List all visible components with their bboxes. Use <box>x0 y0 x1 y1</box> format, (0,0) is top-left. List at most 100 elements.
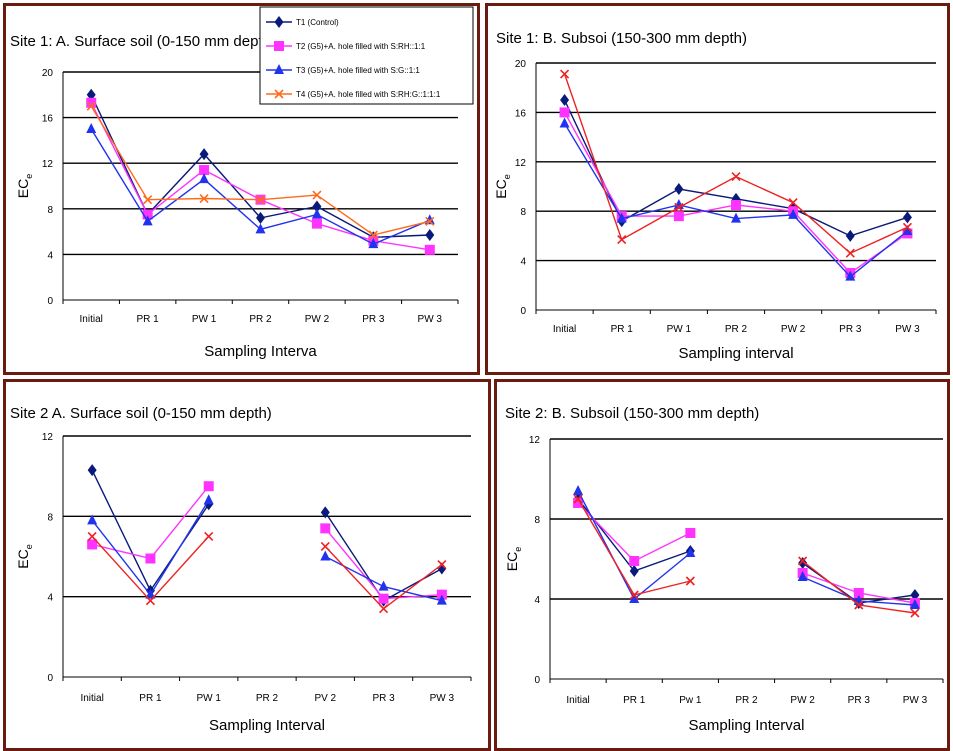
data-point <box>368 238 379 249</box>
y-axis-label: ECe <box>493 174 512 198</box>
legend-item-2: T2 (G5)+A. hole filled with S:RH::1:1 <box>266 41 426 51</box>
legend-marker <box>274 41 284 51</box>
x-tick-label: PW 2 <box>305 314 330 325</box>
data-point <box>142 215 153 226</box>
x-tick-label: PW 3 <box>430 693 455 704</box>
y-axis-label: ECe <box>504 547 523 571</box>
chart-title: Site 2: B. Subsoil (150-300 mm depth) <box>505 405 759 422</box>
y-tick-label: 8 <box>520 207 526 218</box>
x-tick-label: PR 3 <box>848 695 871 706</box>
y-tick-label: 12 <box>42 159 54 170</box>
data-point <box>320 541 330 552</box>
chart-panel-site2-subsoil: Site 2: B. Subsoil (150-300 mm depth) 0 4 8… <box>494 379 950 751</box>
data-point <box>199 148 209 161</box>
x-tick-label: Initial <box>80 314 103 325</box>
x-tick-label: PR 1 <box>623 695 646 706</box>
x-axis-label: Sampling Interva <box>204 343 317 360</box>
y-tick-label: 4 <box>520 257 526 268</box>
series-line <box>563 112 908 274</box>
chart-title: Site 2 A. Surface soil (0-150 mm depth) <box>10 405 272 422</box>
data-point <box>425 216 435 226</box>
data-point <box>674 182 684 195</box>
x-tick-label: PR 3 <box>372 693 395 704</box>
data-point <box>731 212 741 223</box>
data-point <box>312 200 322 213</box>
data-point <box>731 200 741 211</box>
series-3 <box>86 123 435 249</box>
legend-marker <box>274 89 284 99</box>
data-point <box>853 588 864 598</box>
y-axis-label: ECe <box>15 174 34 198</box>
series-line <box>577 498 691 596</box>
chart-site1-subsoil: Site 1: B. Subsoi (150-300 mm depth) 0 4 8 1… <box>493 30 937 362</box>
y-tick-label: 8 <box>47 205 53 216</box>
data-point <box>425 229 435 242</box>
chart-site2-subsoil: Site 2: B. Subsoil (150-300 mm depth) 0 4 8… <box>504 405 944 734</box>
data-point <box>379 604 389 614</box>
chart-site2-surface: Site 2 A. Surface soil (0-150 mm depth) 0… <box>10 405 472 734</box>
series-2 <box>559 107 913 278</box>
x-tick-label: PW 1 <box>196 693 221 704</box>
data-point <box>854 600 864 610</box>
data-point <box>731 172 741 182</box>
x-axis-label: Sampling Interval <box>689 717 805 734</box>
x-axis-label: Sampling Interval <box>209 717 325 734</box>
x-axis-label: Sampling interval <box>678 345 793 362</box>
x-tick-label: PR 2 <box>735 695 758 706</box>
data-point <box>437 559 447 570</box>
y-tick-label: 0 <box>520 306 526 317</box>
legend-item-4: T4 (G5)+A. hole filled with S:RH:G::1:1:… <box>266 89 441 99</box>
data-point <box>311 218 322 229</box>
data-point <box>617 235 627 245</box>
legend-marker <box>274 16 284 28</box>
data-point <box>629 556 640 566</box>
x-tick-label: PR 3 <box>839 324 862 335</box>
series-4 <box>86 101 435 240</box>
data-point <box>629 593 640 603</box>
legend-box <box>259 6 474 105</box>
legend-label: T4 (G5)+A. hole filled with S:RH:G::1:1:… <box>296 90 441 99</box>
data-point <box>616 212 627 223</box>
y-tick-label: 16 <box>515 108 527 119</box>
data-point <box>204 531 214 541</box>
data-point <box>199 193 209 204</box>
data-point <box>320 523 331 534</box>
series-line <box>577 490 691 601</box>
series-line <box>91 485 210 560</box>
data-point <box>145 596 155 606</box>
data-point <box>86 123 97 133</box>
data-point <box>436 594 447 605</box>
data-point <box>312 190 322 200</box>
x-tick-label: PV 2 <box>314 693 336 704</box>
series-1 <box>87 464 447 607</box>
chart-legend: T1 (Control) T2 (G5)+A. hole filled with … <box>259 6 474 105</box>
x-tick-label: PR 1 <box>139 693 162 704</box>
data-point <box>685 576 695 586</box>
data-point <box>902 222 912 232</box>
data-point <box>145 553 156 564</box>
x-tick-label: PW 3 <box>418 314 443 325</box>
data-point <box>845 229 855 242</box>
y-tick-label: 4 <box>47 593 53 604</box>
data-point <box>320 506 330 519</box>
x-tick-label: PW 3 <box>903 695 928 706</box>
data-point <box>378 580 389 591</box>
data-point <box>629 565 639 577</box>
data-point <box>559 117 570 128</box>
x-tick-label: Initial <box>80 693 103 704</box>
series-1 <box>86 88 435 244</box>
x-tick-label: PW 2 <box>790 695 815 706</box>
data-point <box>845 270 856 281</box>
x-tick-label: PW 2 <box>781 324 806 335</box>
y-tick-label: 16 <box>42 114 54 125</box>
data-point <box>909 599 920 609</box>
chart-panel-site1-subsoil: Site 1: B. Subsoi (150-300 mm depth) 0 4 8 1… <box>485 3 950 375</box>
data-point <box>86 97 97 108</box>
chart-title: Site 1: B. Subsoi (150-300 mm depth) <box>496 30 747 47</box>
y-tick-label: 12 <box>529 435 541 446</box>
series-3 <box>573 485 920 609</box>
data-point <box>797 571 808 581</box>
data-point <box>674 202 684 213</box>
data-point <box>573 494 583 504</box>
data-point <box>199 173 210 184</box>
